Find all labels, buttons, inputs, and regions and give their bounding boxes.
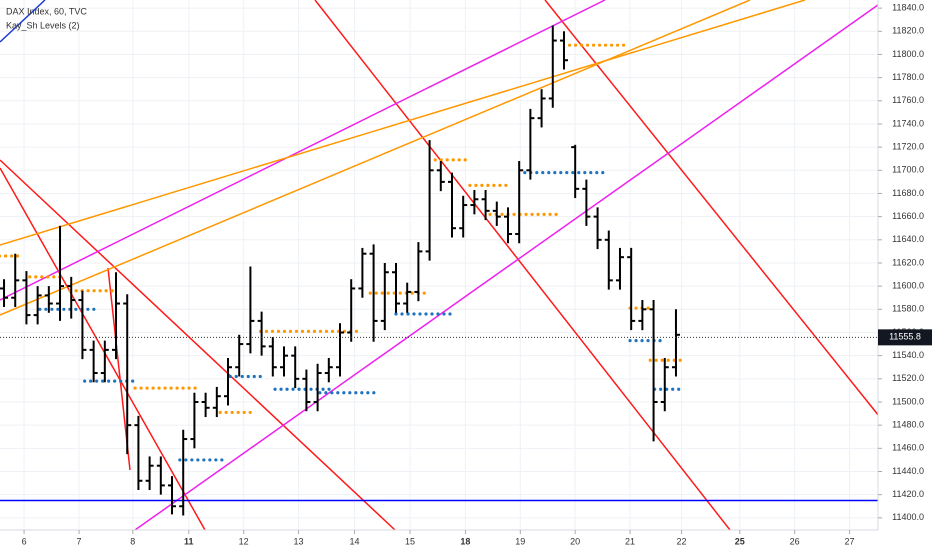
x-tick-label: 25 xyxy=(735,536,745,546)
y-tick-label: 11720.0 xyxy=(892,142,924,152)
y-tick-label: 11600.0 xyxy=(892,281,924,291)
y-tick-label: 11680.0 xyxy=(892,188,924,198)
x-tick-label: 22 xyxy=(677,536,687,546)
trend-line xyxy=(134,4,878,530)
y-tick-label: 11820.0 xyxy=(892,26,924,36)
indicator-name: Kay_Sh Levels (2) xyxy=(6,20,80,30)
x-tick-label: 27 xyxy=(845,536,855,546)
x-tick-label: 15 xyxy=(405,536,415,546)
last-price-box xyxy=(878,329,932,346)
y-tick-label: 11420.0 xyxy=(892,489,924,499)
series xyxy=(0,25,878,516)
y-tick-label: 11460.0 xyxy=(892,443,924,453)
trend-line xyxy=(0,0,46,43)
trend-line xyxy=(0,159,396,530)
x-tick-label: 13 xyxy=(294,536,304,546)
x-tick-label: 18 xyxy=(460,536,470,546)
y-tick-label: 11480.0 xyxy=(892,420,924,430)
y-tick-label: 11580.0 xyxy=(892,304,924,314)
x-tick-label: 26 xyxy=(790,536,800,546)
y-tick-label: 11660.0 xyxy=(892,211,924,221)
y-tick-label: 11640.0 xyxy=(892,234,924,244)
y-tick-label: 11700.0 xyxy=(892,165,924,175)
drawings xyxy=(0,0,878,530)
y-tick-label: 11800.0 xyxy=(892,49,924,59)
x-tick-label: 7 xyxy=(77,536,82,546)
x-tick-label: 14 xyxy=(350,536,360,546)
y-tick-label: 11780.0 xyxy=(892,72,924,82)
x-tick-label: 11 xyxy=(184,536,194,546)
y-tick-label: 11740.0 xyxy=(892,118,924,128)
trend-line xyxy=(0,0,751,316)
y-tick-label: 11400.0 xyxy=(892,512,924,522)
trend-line xyxy=(314,0,731,530)
axes: 11400.0 11420.0 11440.0 11460.0 11480.0 11500… xyxy=(22,2,932,546)
trend-line xyxy=(544,0,878,416)
trend-line xyxy=(0,167,206,530)
x-tick-label: 12 xyxy=(239,536,249,546)
chart-title: DAX Index, 60, TVC xyxy=(6,6,87,16)
y-tick-label: 11440.0 xyxy=(892,466,924,476)
trend-line xyxy=(0,0,806,246)
y-tick-label: 11620.0 xyxy=(892,257,924,267)
x-tick-label: 8 xyxy=(130,536,135,546)
y-tick-label: 11520.0 xyxy=(892,373,924,383)
trend-line xyxy=(0,0,606,301)
x-tick-label: 20 xyxy=(570,536,580,546)
y-tick-label: 11540.0 xyxy=(892,350,924,360)
x-tick-label: 21 xyxy=(625,536,635,546)
y-tick-label: 11760.0 xyxy=(892,95,924,105)
grid xyxy=(0,0,878,530)
last-price-label: 11555.8 xyxy=(889,332,921,342)
x-tick-label: 6 xyxy=(22,536,27,546)
y-tick-label: 11500.0 xyxy=(892,396,924,406)
x-tick-label: 19 xyxy=(515,536,525,546)
y-tick-label: 11840.0 xyxy=(892,2,924,12)
